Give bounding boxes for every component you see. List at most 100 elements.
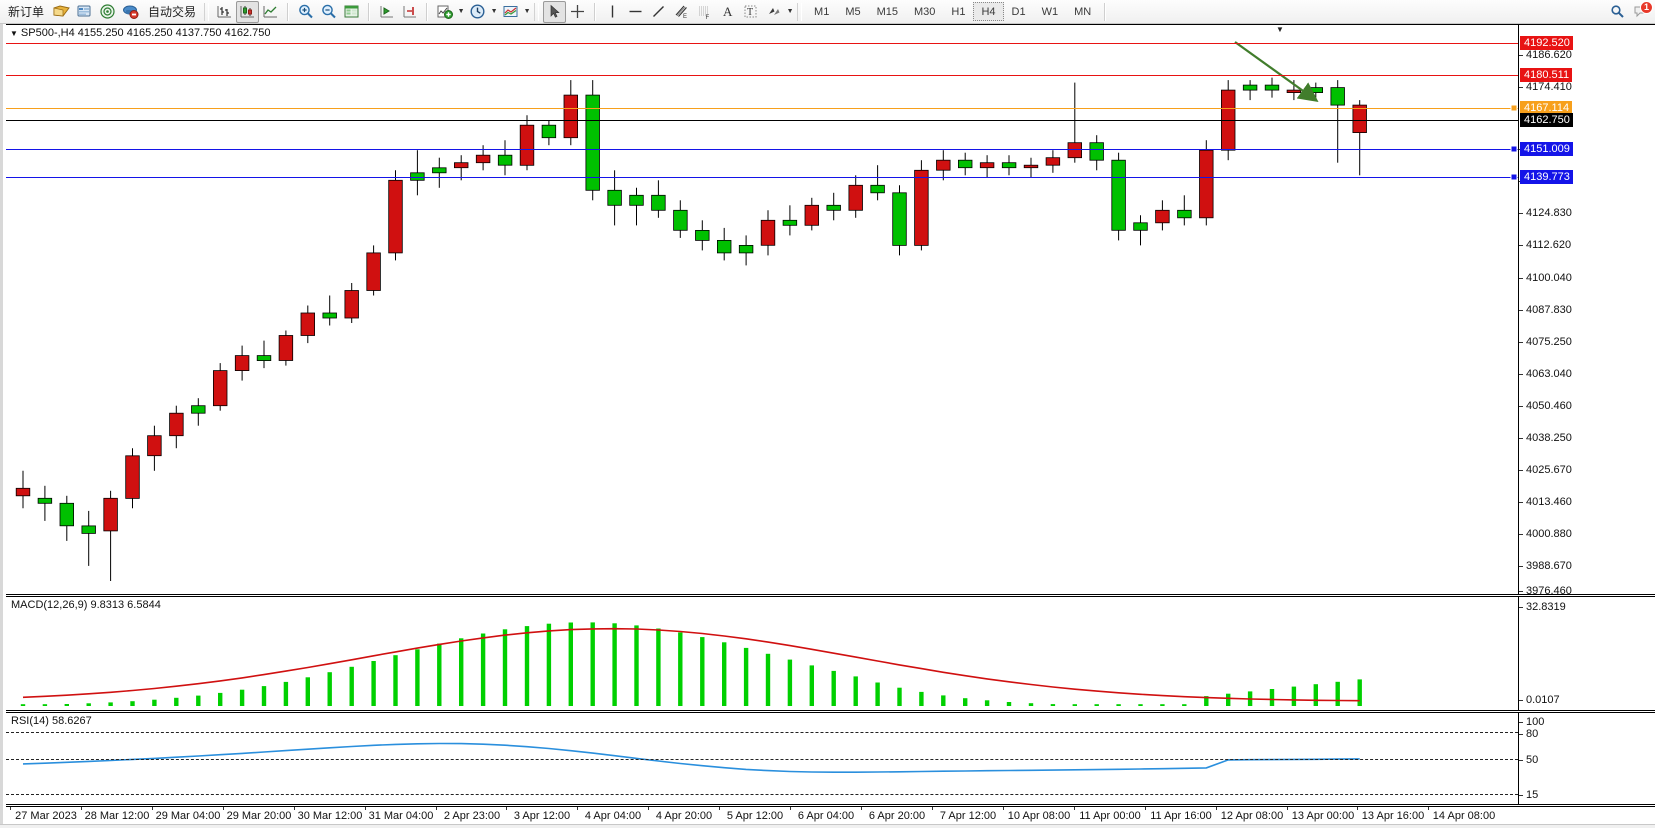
timeframe-w1[interactable]: W1 [1041, 5, 1059, 18]
shift-end-icon[interactable] [398, 1, 421, 23]
support-4139-handle[interactable] [1510, 173, 1518, 181]
folder-icon[interactable] [50, 1, 73, 23]
trendline-icon[interactable] [647, 1, 670, 23]
autotrading-icon[interactable] [119, 1, 142, 23]
fibonacci-icon[interactable]: F [693, 1, 716, 23]
zoom-out-icon[interactable] [317, 1, 340, 23]
templates-dropdown-caret[interactable]: ▼ [523, 8, 531, 15]
level-label-4139[interactable]: 4139.773 [1520, 170, 1573, 184]
timeframe-h4[interactable]: H4 [973, 2, 1004, 21]
autotrading-button[interactable]: 自动交易 [142, 1, 202, 23]
arrows-icon[interactable] [762, 1, 785, 23]
timeframe-d1[interactable]: D1 [1011, 5, 1026, 18]
rsi-scale: 100 80 50 15 [1518, 713, 1655, 804]
price-tick: 4038.250 [1519, 432, 1572, 444]
price-pane[interactable]: ▼ SP500-,H4 4155.250 4165.250 4137.750 41… [6, 24, 1655, 595]
time-tick-mark [1074, 807, 1075, 810]
indicator-dropdown-caret[interactable]: ▼ [457, 8, 465, 15]
toolbar-grip-3[interactable] [797, 2, 803, 21]
shift-start-icon[interactable] [375, 1, 398, 23]
down-trend-arrow-icon[interactable] [6, 25, 1518, 595]
bar-chart-icon[interactable] [213, 1, 236, 23]
timeframe-mn[interactable]: MN [1074, 5, 1092, 18]
window-bottom-edge [0, 824, 1655, 828]
time-axis[interactable]: 27 Mar 2023 28 Mar 12:00 29 Mar 04:00 29 Ma… [6, 806, 1655, 828]
rsi-oversold-line [6, 794, 1518, 795]
price-tick: 4100.040 [1519, 272, 1572, 284]
support-4151-handle[interactable] [1510, 145, 1518, 153]
price-plot-area[interactable]: ▼ [6, 25, 1655, 594]
resistance-line-4180[interactable] [6, 75, 1518, 76]
templates-icon[interactable] [499, 1, 522, 23]
resistance-line-4192[interactable] [6, 43, 1518, 44]
price-scale[interactable]: 4186.620 4174.410 4149.820 4137.410 4124… [1518, 25, 1655, 594]
support-line-4151[interactable] [6, 149, 1518, 150]
line-chart-icon[interactable] [259, 1, 282, 23]
timeframe-m30[interactable]: M30 [914, 5, 936, 18]
rsi-tick-50: 50 [1519, 754, 1538, 766]
price-tick: 4112.620 [1519, 239, 1571, 251]
notification-count: 1 [1640, 0, 1653, 14]
vertical-line-icon[interactable] [601, 1, 624, 23]
crosshair-icon[interactable] [566, 1, 589, 23]
toolbar-separator-5 [1104, 2, 1107, 21]
new-order-label: 新订单 [8, 5, 45, 19]
toolbar-separator-4 [594, 2, 597, 21]
main-toolbar: 新订单 [0, 0, 1655, 24]
search-icon[interactable] [1606, 1, 1629, 23]
time-tick-mark [790, 807, 791, 810]
period-clock-icon[interactable] [466, 1, 489, 23]
time-axis-label: 14 Apr 08:00 [1432, 810, 1496, 822]
arrows-dropdown-caret[interactable]: ▼ [786, 8, 794, 15]
candlestick-chart-icon[interactable] [236, 0, 260, 23]
price-tick: 4124.830 [1519, 207, 1572, 219]
pending-order-line-4167[interactable] [6, 108, 1518, 109]
market-watch-icon[interactable] [73, 1, 96, 23]
macd-scale: 32.8319 0.0107 [1518, 597, 1655, 710]
price-tick: 4075.250 [1519, 336, 1572, 348]
period-dropdown-caret[interactable]: ▼ [490, 8, 498, 15]
price-tick: 4186.620 [1519, 49, 1572, 61]
macd-pane[interactable]: MACD(12,26,9) 9.8313 6.5844 32.8319 0.01… [6, 596, 1655, 711]
pending-order-handle[interactable] [1510, 104, 1518, 112]
time-tick-mark [10, 807, 11, 810]
toolbar-separator-2 [368, 2, 371, 21]
horizontal-line-icon[interactable] [624, 1, 647, 23]
new-order-button[interactable]: 新订单 [2, 1, 50, 23]
price-tick: 4063.040 [1519, 368, 1572, 380]
cursor-icon[interactable] [543, 0, 567, 23]
time-tick-mark [81, 807, 82, 810]
macd-scale-top: 32.8319 [1519, 601, 1566, 613]
text-box-icon[interactable]: T [739, 1, 762, 23]
rsi-tick-100: 100 [1519, 716, 1544, 728]
add-indicator-icon[interactable] [433, 1, 456, 23]
zoom-in-icon[interactable] [294, 1, 317, 23]
time-axis-label: 6 Apr 04:00 [797, 810, 855, 822]
rsi-midline [6, 759, 1518, 760]
time-axis-label: 13 Apr 00:00 [1291, 810, 1355, 822]
time-axis-label: 31 Mar 04:00 [368, 810, 434, 822]
svg-text:F: F [706, 15, 710, 20]
rsi-tick-80: 80 [1519, 728, 1538, 740]
level-label-4192[interactable]: 4192.520 [1520, 36, 1573, 50]
rsi-pane[interactable]: RSI(14) 58.6267 100 80 50 15 [6, 712, 1655, 805]
timeframe-m5[interactable]: M5 [845, 5, 861, 18]
timeframe-m15[interactable]: M15 [876, 5, 898, 18]
equidistant-channel-icon[interactable]: E [670, 1, 693, 23]
notifications-badge[interactable]: 1 [1629, 0, 1653, 23]
level-label-4180[interactable]: 4180.511 [1520, 68, 1573, 82]
timeframe-h1[interactable]: H1 [951, 5, 966, 18]
navigator-icon[interactable] [96, 1, 119, 23]
text-label-icon[interactable]: A [716, 1, 739, 23]
level-label-4167[interactable]: 4167.114 [1520, 101, 1573, 115]
time-axis-label: 5 Apr 12:00 [726, 810, 784, 822]
support-line-4139[interactable] [6, 177, 1518, 178]
level-label-4151[interactable]: 4151.009 [1520, 142, 1573, 156]
toolbar-grip-2[interactable] [534, 2, 540, 21]
timeframe-m1[interactable]: M1 [814, 5, 830, 18]
chart-container[interactable]: ▼ SP500-,H4 4155.250 4165.250 4137.750 41… [0, 24, 1655, 828]
chart-menu-caret[interactable]: ▼ [10, 29, 18, 38]
toolbar-grip[interactable] [204, 2, 210, 21]
data-window-icon[interactable] [340, 1, 363, 23]
time-tick-mark [223, 807, 224, 810]
